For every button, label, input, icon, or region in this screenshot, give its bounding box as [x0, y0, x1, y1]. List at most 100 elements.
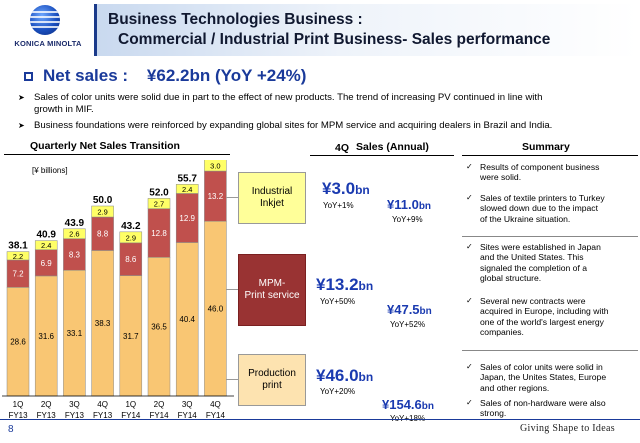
bar-value-label: 6.9: [41, 259, 53, 268]
chart-title: Quarterly Net Sales Transition: [30, 140, 180, 152]
category-label: FY13: [65, 411, 85, 420]
mpm-annual-value: ¥47.5bn: [387, 302, 432, 317]
bar-value-label: 2.7: [154, 200, 164, 209]
page-title: Business Technologies Business :: [108, 11, 363, 28]
bar-total-label: 55.7: [177, 173, 197, 184]
check-icon: ✓: [466, 398, 473, 407]
arrow-bullet-icon: ➤: [18, 93, 25, 102]
bar-value-label: 2.4: [182, 185, 192, 194]
bar-total-label: 52.0: [149, 187, 169, 198]
check-icon: ✓: [466, 193, 473, 202]
bar-value-label: 28.6: [10, 338, 26, 347]
summary-prod-1: ✓ Sales of color units were solid in Jap…: [466, 362, 607, 393]
summary-divider: [462, 236, 638, 237]
square-bullet-icon: [24, 72, 33, 81]
bar-value-label: 3.0: [210, 161, 220, 170]
category-label: 1Q: [13, 400, 24, 409]
prod-q4-yoy: YoY+20%: [320, 387, 356, 396]
mpm-q4-yoy: YoY+50%: [320, 297, 356, 306]
inkjet-annual-yoy: YoY+9%: [392, 215, 423, 224]
page-number: 8: [8, 424, 14, 435]
category-label: FY14: [149, 411, 169, 420]
check-icon: ✓: [466, 242, 473, 251]
category-label: 2Q: [154, 400, 165, 409]
q4-header: 4Q: [335, 142, 350, 154]
segment-production-print: Production print: [238, 354, 306, 406]
inkjet-q4-value: ¥3.0bn: [322, 179, 370, 198]
summary-mpm-1: ✓ Sites were established in Japan and th…: [466, 242, 601, 284]
bar-value-label: 40.4: [179, 315, 195, 324]
annual-header: Sales (Annual): [356, 141, 429, 153]
chart-title-underline: [4, 154, 230, 155]
summary-inkjet-2: ✓ Sales of textile printers to Turkey sl…: [466, 193, 605, 224]
segment-industrial-inkjet: Industrial Inkjet: [238, 172, 306, 224]
inkjet-annual-value: ¥11.0bn: [387, 197, 432, 212]
check-icon: ✓: [466, 162, 473, 171]
logo-stripes: [30, 5, 60, 35]
category-label: 3Q: [182, 400, 193, 409]
title-banner: [94, 4, 638, 56]
bar-value-label: 12.9: [179, 214, 195, 223]
logo-globe-icon: [30, 5, 60, 35]
bar-value-label: 36.5: [151, 323, 167, 332]
bar-value-label: 2.2: [13, 252, 23, 261]
category-label: 2Q: [41, 400, 52, 409]
category-label: FY14: [178, 411, 198, 420]
bar-segment: [6, 251, 30, 261]
bar-value-label: 8.6: [125, 255, 137, 264]
bar-value-label: 2.4: [41, 241, 51, 250]
bar-value-label: 12.8: [151, 229, 167, 238]
summary-mpm-2: ✓ Several new contracts were acquired in…: [466, 296, 609, 338]
check-icon: ✓: [466, 296, 473, 305]
bar-segment: [91, 205, 114, 218]
bar-value-label: 46.0: [208, 305, 224, 314]
bar-segment: [119, 231, 143, 244]
bar-value-label: 2.9: [126, 233, 136, 242]
category-label: FY13: [93, 411, 113, 420]
annual-underline: [310, 155, 454, 156]
summary-header: Summary: [522, 141, 570, 153]
bar-segment: [175, 184, 199, 194]
prod-annual-value: ¥154.6bn: [382, 397, 434, 412]
bar-segment: [63, 228, 86, 239]
bar-total-label: 50.0: [93, 195, 113, 206]
connector-line: [226, 289, 238, 290]
bar-total-label: 43.9: [65, 218, 85, 229]
net-sales-bullet-1: ➤ Sales of color units were solid due in…: [18, 92, 543, 115]
bar-segment: [204, 160, 227, 172]
category-label: FY13: [8, 411, 28, 420]
bar-total-label: 40.9: [36, 230, 56, 241]
mpm-annual-yoy: YoY+52%: [390, 320, 426, 329]
page-subtitle: Commercial / Industrial Print Business- …: [118, 31, 551, 48]
bar-segment: [147, 198, 171, 209]
connector-line: [226, 197, 238, 198]
bar-total-label: 43.2: [121, 221, 141, 232]
bar-segment: [34, 240, 58, 250]
bar-value-label: 13.2: [208, 192, 224, 201]
prod-q4-value: ¥46.0bn: [316, 366, 374, 385]
bar-value-label: 2.9: [97, 208, 107, 217]
inkjet-q4-yoy: YoY+1%: [323, 201, 354, 210]
bar-value-label: 8.8: [97, 230, 109, 239]
mpm-q4-value: ¥13.2bn: [316, 275, 374, 294]
category-label: 4Q: [210, 400, 221, 409]
logo-text: KONICA MINOLTA: [14, 39, 82, 48]
tagline: Giving Shape to Ideas: [520, 423, 615, 434]
bar-total-label: 38.1: [8, 241, 28, 252]
category-label: 4Q: [97, 400, 108, 409]
category-label: 3Q: [69, 400, 80, 409]
bar-value-label: 31.7: [123, 332, 139, 341]
bar-value-label: 7.2: [12, 270, 24, 279]
bar-value-label: 31.6: [38, 332, 54, 341]
summary-prod-2: ✓ Sales of non-hardware were also strong…: [466, 398, 606, 419]
net-sales-bullet-2: ➤ Business foundations were reinforced b…: [18, 120, 553, 131]
stacked-bar-chart: 28.67.22.238.11QFY1331.66.92.440.92QFY13…: [2, 160, 234, 420]
segment-mpm-print-service: MPM- Print service: [238, 254, 306, 326]
connector-line: [226, 379, 238, 380]
footer-divider: [0, 419, 640, 420]
summary-inkjet-1: ✓ Results of component business were sol…: [466, 162, 600, 183]
net-sales-heading: Net sales : ¥62.2bn (YoY +24%): [43, 66, 307, 85]
bar-value-label: 33.1: [67, 329, 83, 338]
category-label: FY14: [206, 411, 226, 420]
check-icon: ✓: [466, 362, 473, 371]
